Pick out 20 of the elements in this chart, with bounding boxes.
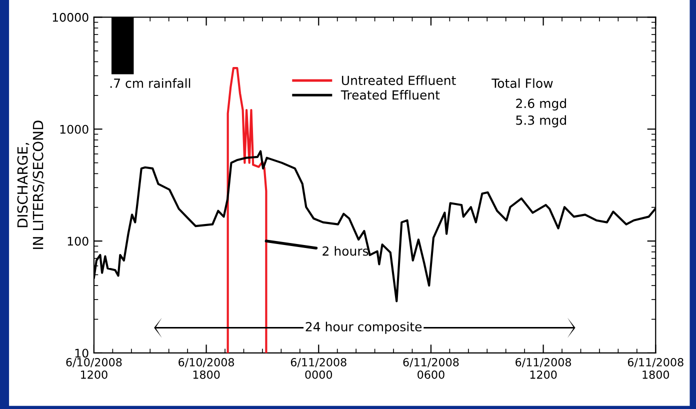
annotation: 5.3 mgd [516, 115, 566, 128]
y-tick-label: 10000 [52, 12, 88, 22]
x-tick-label: 6/10/2008 1800 [178, 358, 234, 379]
x-tick-label: 6/11/2008 1800 [628, 358, 684, 379]
x-tick-label: 6/11/2008 0000 [290, 358, 346, 379]
annotation: Total Flow [492, 78, 553, 88]
annotation: 2 hours [322, 246, 368, 256]
line-series [226, 67, 268, 353]
legend-label: Untreated Effluent [342, 75, 456, 86]
x-tick-label: 6/11/2008 1200 [516, 358, 572, 379]
y-tick-label: 10 [75, 348, 88, 358]
annotation: 24 hour composite [306, 322, 422, 334]
annotation: 2.6 mgd [516, 98, 566, 111]
y-tick-label: 100 [68, 236, 88, 246]
x-tick-label: 6/11/2008 0600 [403, 358, 459, 379]
annotation: .7 cm rainfall [110, 78, 190, 88]
y-tick-label: 1000 [60, 124, 88, 134]
x-tick-label: 6/10/2008 1200 [66, 358, 122, 379]
legend-label: Treated Effluent [340, 90, 440, 100]
y-axis-title: DISCHARGE, IN LITERS/SECOND [17, 120, 44, 249]
